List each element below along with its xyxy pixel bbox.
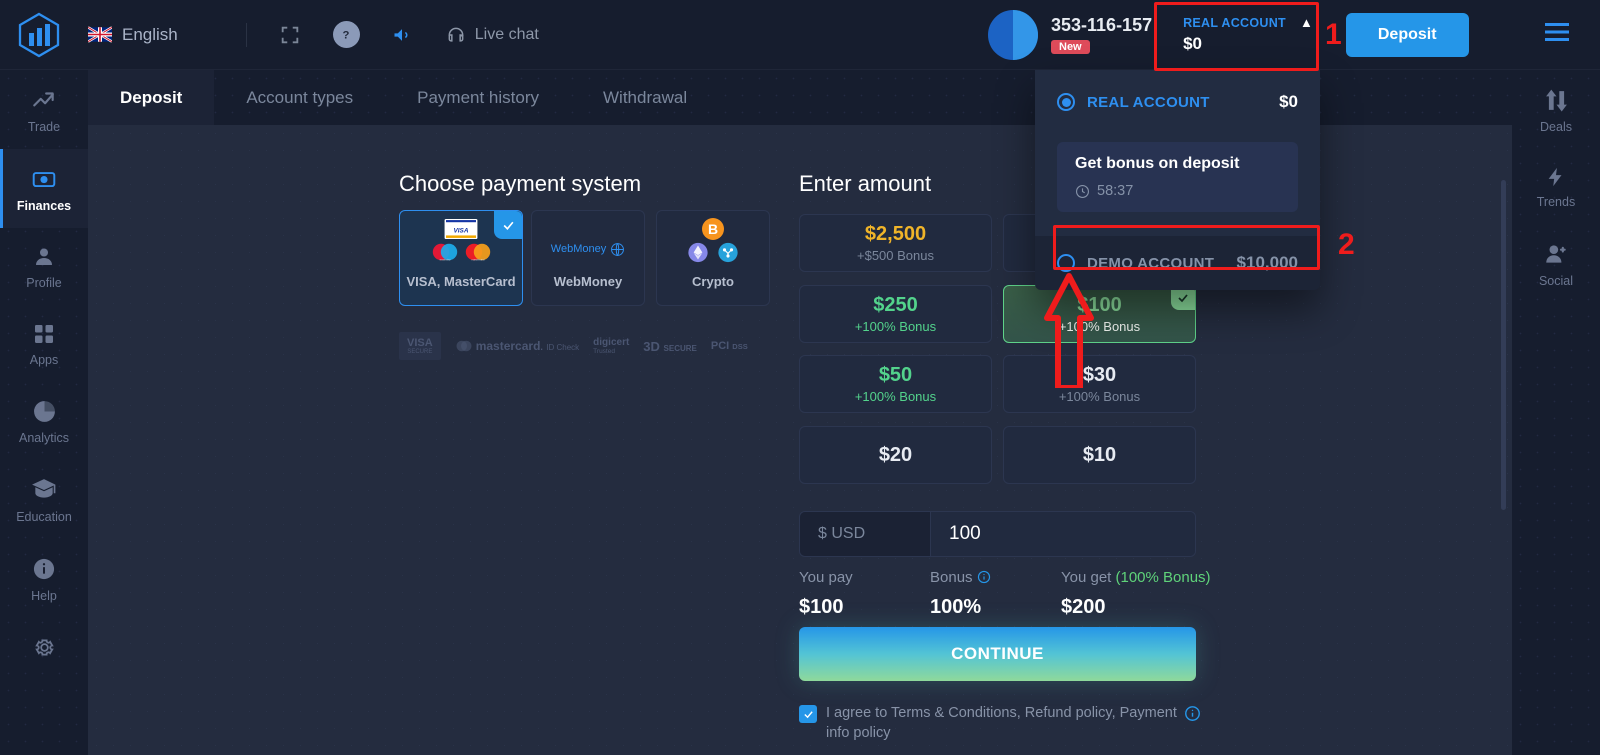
svg-text:?: ? <box>343 29 350 41</box>
svg-text:mastercard: mastercard <box>471 257 485 261</box>
svg-text:B: B <box>708 221 718 237</box>
svg-text:maestro: maestro <box>439 257 450 261</box>
svg-text:VISA: VISA <box>454 228 469 235</box>
